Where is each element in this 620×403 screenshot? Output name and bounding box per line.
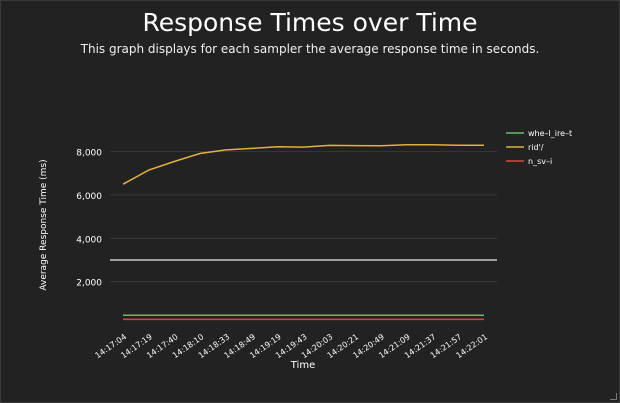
legend-label: whe–l_ire–t [528, 129, 572, 138]
y-axis-ticks: 2,000 4,000 6,000 8,000 [76, 149, 102, 289]
x-axis-label: Time [290, 360, 315, 371]
chart-title: Response Times over Time [142, 8, 478, 37]
chart-subtitle: This graph displays for each sampler the… [80, 42, 540, 56]
legend: whe–l_ire–t rid'/ n_sv–i [506, 129, 572, 166]
legend-label: n_sv–i [528, 157, 552, 166]
grid-lines [110, 151, 497, 283]
y-tick-label: 8,000 [76, 149, 102, 159]
series-lines [122, 143, 484, 321]
y-tick-label: 6,000 [76, 192, 102, 202]
series-line [122, 143, 484, 185]
y-tick-label: 2,000 [76, 279, 102, 289]
x-axis-ticks: 14:17:0414:17:1914:17:4014:18:1014:18:33… [94, 332, 490, 360]
y-tick-label: 4,000 [76, 235, 102, 245]
resize-handle[interactable] [610, 393, 617, 400]
legend-label: rid'/ [528, 143, 544, 152]
y-axis-label: Average Response Time (ms) [39, 159, 49, 290]
